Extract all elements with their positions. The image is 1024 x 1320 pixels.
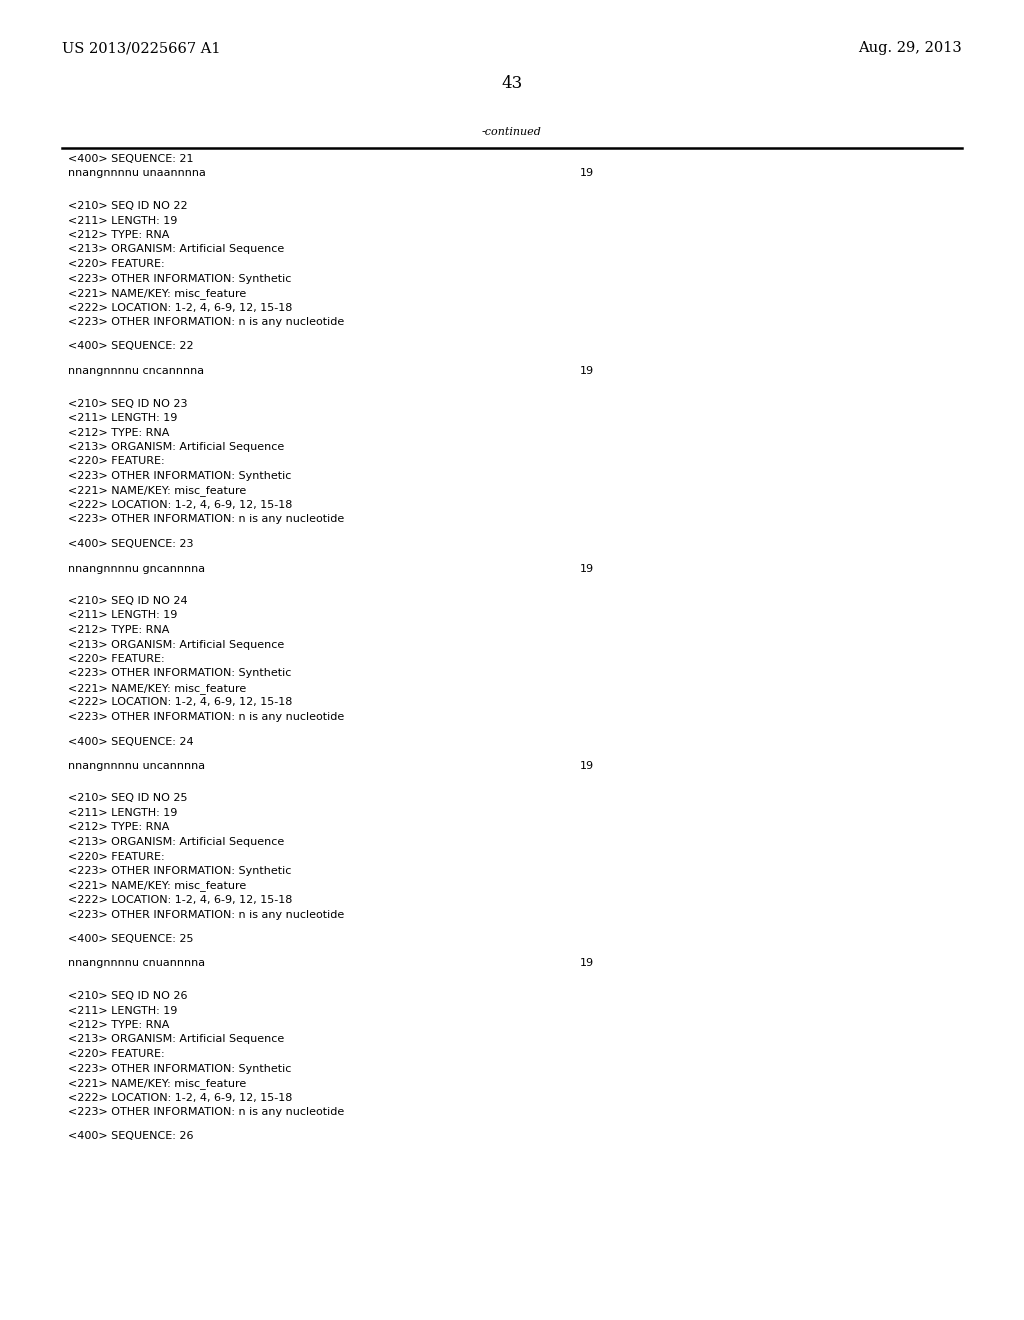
Text: <211> LENGTH: 19: <211> LENGTH: 19 <box>68 808 177 818</box>
Text: <221> NAME/KEY: misc_feature: <221> NAME/KEY: misc_feature <box>68 1078 246 1089</box>
Text: <213> ORGANISM: Artificial Sequence: <213> ORGANISM: Artificial Sequence <box>68 1035 285 1044</box>
Text: <223> OTHER INFORMATION: n is any nucleotide: <223> OTHER INFORMATION: n is any nucleo… <box>68 909 344 920</box>
Text: 19: 19 <box>580 169 594 178</box>
Text: <400> SEQUENCE: 23: <400> SEQUENCE: 23 <box>68 539 194 549</box>
Text: <220> FEATURE:: <220> FEATURE: <box>68 1049 165 1059</box>
Text: <223> OTHER INFORMATION: n is any nucleotide: <223> OTHER INFORMATION: n is any nucleo… <box>68 317 344 327</box>
Text: <212> TYPE: RNA: <212> TYPE: RNA <box>68 624 169 635</box>
Text: <213> ORGANISM: Artificial Sequence: <213> ORGANISM: Artificial Sequence <box>68 837 285 847</box>
Text: <222> LOCATION: 1-2, 4, 6-9, 12, 15-18: <222> LOCATION: 1-2, 4, 6-9, 12, 15-18 <box>68 1093 293 1102</box>
Text: <221> NAME/KEY: misc_feature: <221> NAME/KEY: misc_feature <box>68 288 246 298</box>
Text: <400> SEQUENCE: 22: <400> SEQUENCE: 22 <box>68 342 194 351</box>
Text: <211> LENGTH: 19: <211> LENGTH: 19 <box>68 413 177 422</box>
Text: <220> FEATURE:: <220> FEATURE: <box>68 851 165 862</box>
Text: <221> NAME/KEY: misc_feature: <221> NAME/KEY: misc_feature <box>68 880 246 891</box>
Text: US 2013/0225667 A1: US 2013/0225667 A1 <box>62 41 220 55</box>
Text: <400> SEQUENCE: 24: <400> SEQUENCE: 24 <box>68 737 194 747</box>
Text: <223> OTHER INFORMATION: Synthetic: <223> OTHER INFORMATION: Synthetic <box>68 471 292 480</box>
Text: <221> NAME/KEY: misc_feature: <221> NAME/KEY: misc_feature <box>68 682 246 694</box>
Text: 19: 19 <box>580 958 594 969</box>
Text: nnangnnnnu cnuannnna: nnangnnnnu cnuannnna <box>68 958 205 969</box>
Text: <210> SEQ ID NO 24: <210> SEQ ID NO 24 <box>68 597 187 606</box>
Text: <400> SEQUENCE: 26: <400> SEQUENCE: 26 <box>68 1131 194 1142</box>
Text: <223> OTHER INFORMATION: Synthetic: <223> OTHER INFORMATION: Synthetic <box>68 1064 292 1073</box>
Text: <220> FEATURE:: <220> FEATURE: <box>68 653 165 664</box>
Text: <221> NAME/KEY: misc_feature: <221> NAME/KEY: misc_feature <box>68 486 246 496</box>
Text: <211> LENGTH: 19: <211> LENGTH: 19 <box>68 215 177 226</box>
Text: <212> TYPE: RNA: <212> TYPE: RNA <box>68 230 169 240</box>
Text: <223> OTHER INFORMATION: n is any nucleotide: <223> OTHER INFORMATION: n is any nucleo… <box>68 711 344 722</box>
Text: <223> OTHER INFORMATION: Synthetic: <223> OTHER INFORMATION: Synthetic <box>68 866 292 876</box>
Text: nnangnnnnu gncannnna: nnangnnnnu gncannnna <box>68 564 205 573</box>
Text: <210> SEQ ID NO 25: <210> SEQ ID NO 25 <box>68 793 187 804</box>
Text: <223> OTHER INFORMATION: Synthetic: <223> OTHER INFORMATION: Synthetic <box>68 273 292 284</box>
Text: <213> ORGANISM: Artificial Sequence: <213> ORGANISM: Artificial Sequence <box>68 244 285 255</box>
Text: <212> TYPE: RNA: <212> TYPE: RNA <box>68 1020 169 1030</box>
Text: <220> FEATURE:: <220> FEATURE: <box>68 457 165 466</box>
Text: <222> LOCATION: 1-2, 4, 6-9, 12, 15-18: <222> LOCATION: 1-2, 4, 6-9, 12, 15-18 <box>68 302 293 313</box>
Text: -continued: -continued <box>482 127 542 137</box>
Text: <213> ORGANISM: Artificial Sequence: <213> ORGANISM: Artificial Sequence <box>68 442 285 451</box>
Text: 43: 43 <box>502 75 522 92</box>
Text: <210> SEQ ID NO 23: <210> SEQ ID NO 23 <box>68 399 187 408</box>
Text: <223> OTHER INFORMATION: Synthetic: <223> OTHER INFORMATION: Synthetic <box>68 668 292 678</box>
Text: <400> SEQUENCE: 21: <400> SEQUENCE: 21 <box>68 154 194 164</box>
Text: nnangnnnnu cncannnna: nnangnnnnu cncannnna <box>68 366 204 376</box>
Text: <220> FEATURE:: <220> FEATURE: <box>68 259 165 269</box>
Text: Aug. 29, 2013: Aug. 29, 2013 <box>858 41 962 55</box>
Text: <222> LOCATION: 1-2, 4, 6-9, 12, 15-18: <222> LOCATION: 1-2, 4, 6-9, 12, 15-18 <box>68 697 293 708</box>
Text: <212> TYPE: RNA: <212> TYPE: RNA <box>68 428 169 437</box>
Text: <222> LOCATION: 1-2, 4, 6-9, 12, 15-18: <222> LOCATION: 1-2, 4, 6-9, 12, 15-18 <box>68 500 293 510</box>
Text: nnangnnnnu uncannnna: nnangnnnnu uncannnna <box>68 762 205 771</box>
Text: nnangnnnnu unaannnna: nnangnnnnu unaannnna <box>68 169 206 178</box>
Text: <223> OTHER INFORMATION: n is any nucleotide: <223> OTHER INFORMATION: n is any nucleo… <box>68 515 344 524</box>
Text: <213> ORGANISM: Artificial Sequence: <213> ORGANISM: Artificial Sequence <box>68 639 285 649</box>
Text: <212> TYPE: RNA: <212> TYPE: RNA <box>68 822 169 833</box>
Text: 19: 19 <box>580 762 594 771</box>
Text: 19: 19 <box>580 564 594 573</box>
Text: <210> SEQ ID NO 22: <210> SEQ ID NO 22 <box>68 201 187 211</box>
Text: <211> LENGTH: 19: <211> LENGTH: 19 <box>68 610 177 620</box>
Text: <211> LENGTH: 19: <211> LENGTH: 19 <box>68 1006 177 1015</box>
Text: <210> SEQ ID NO 26: <210> SEQ ID NO 26 <box>68 991 187 1001</box>
Text: <222> LOCATION: 1-2, 4, 6-9, 12, 15-18: <222> LOCATION: 1-2, 4, 6-9, 12, 15-18 <box>68 895 293 906</box>
Text: <400> SEQUENCE: 25: <400> SEQUENCE: 25 <box>68 935 194 944</box>
Text: 19: 19 <box>580 366 594 376</box>
Text: <223> OTHER INFORMATION: n is any nucleotide: <223> OTHER INFORMATION: n is any nucleo… <box>68 1107 344 1117</box>
